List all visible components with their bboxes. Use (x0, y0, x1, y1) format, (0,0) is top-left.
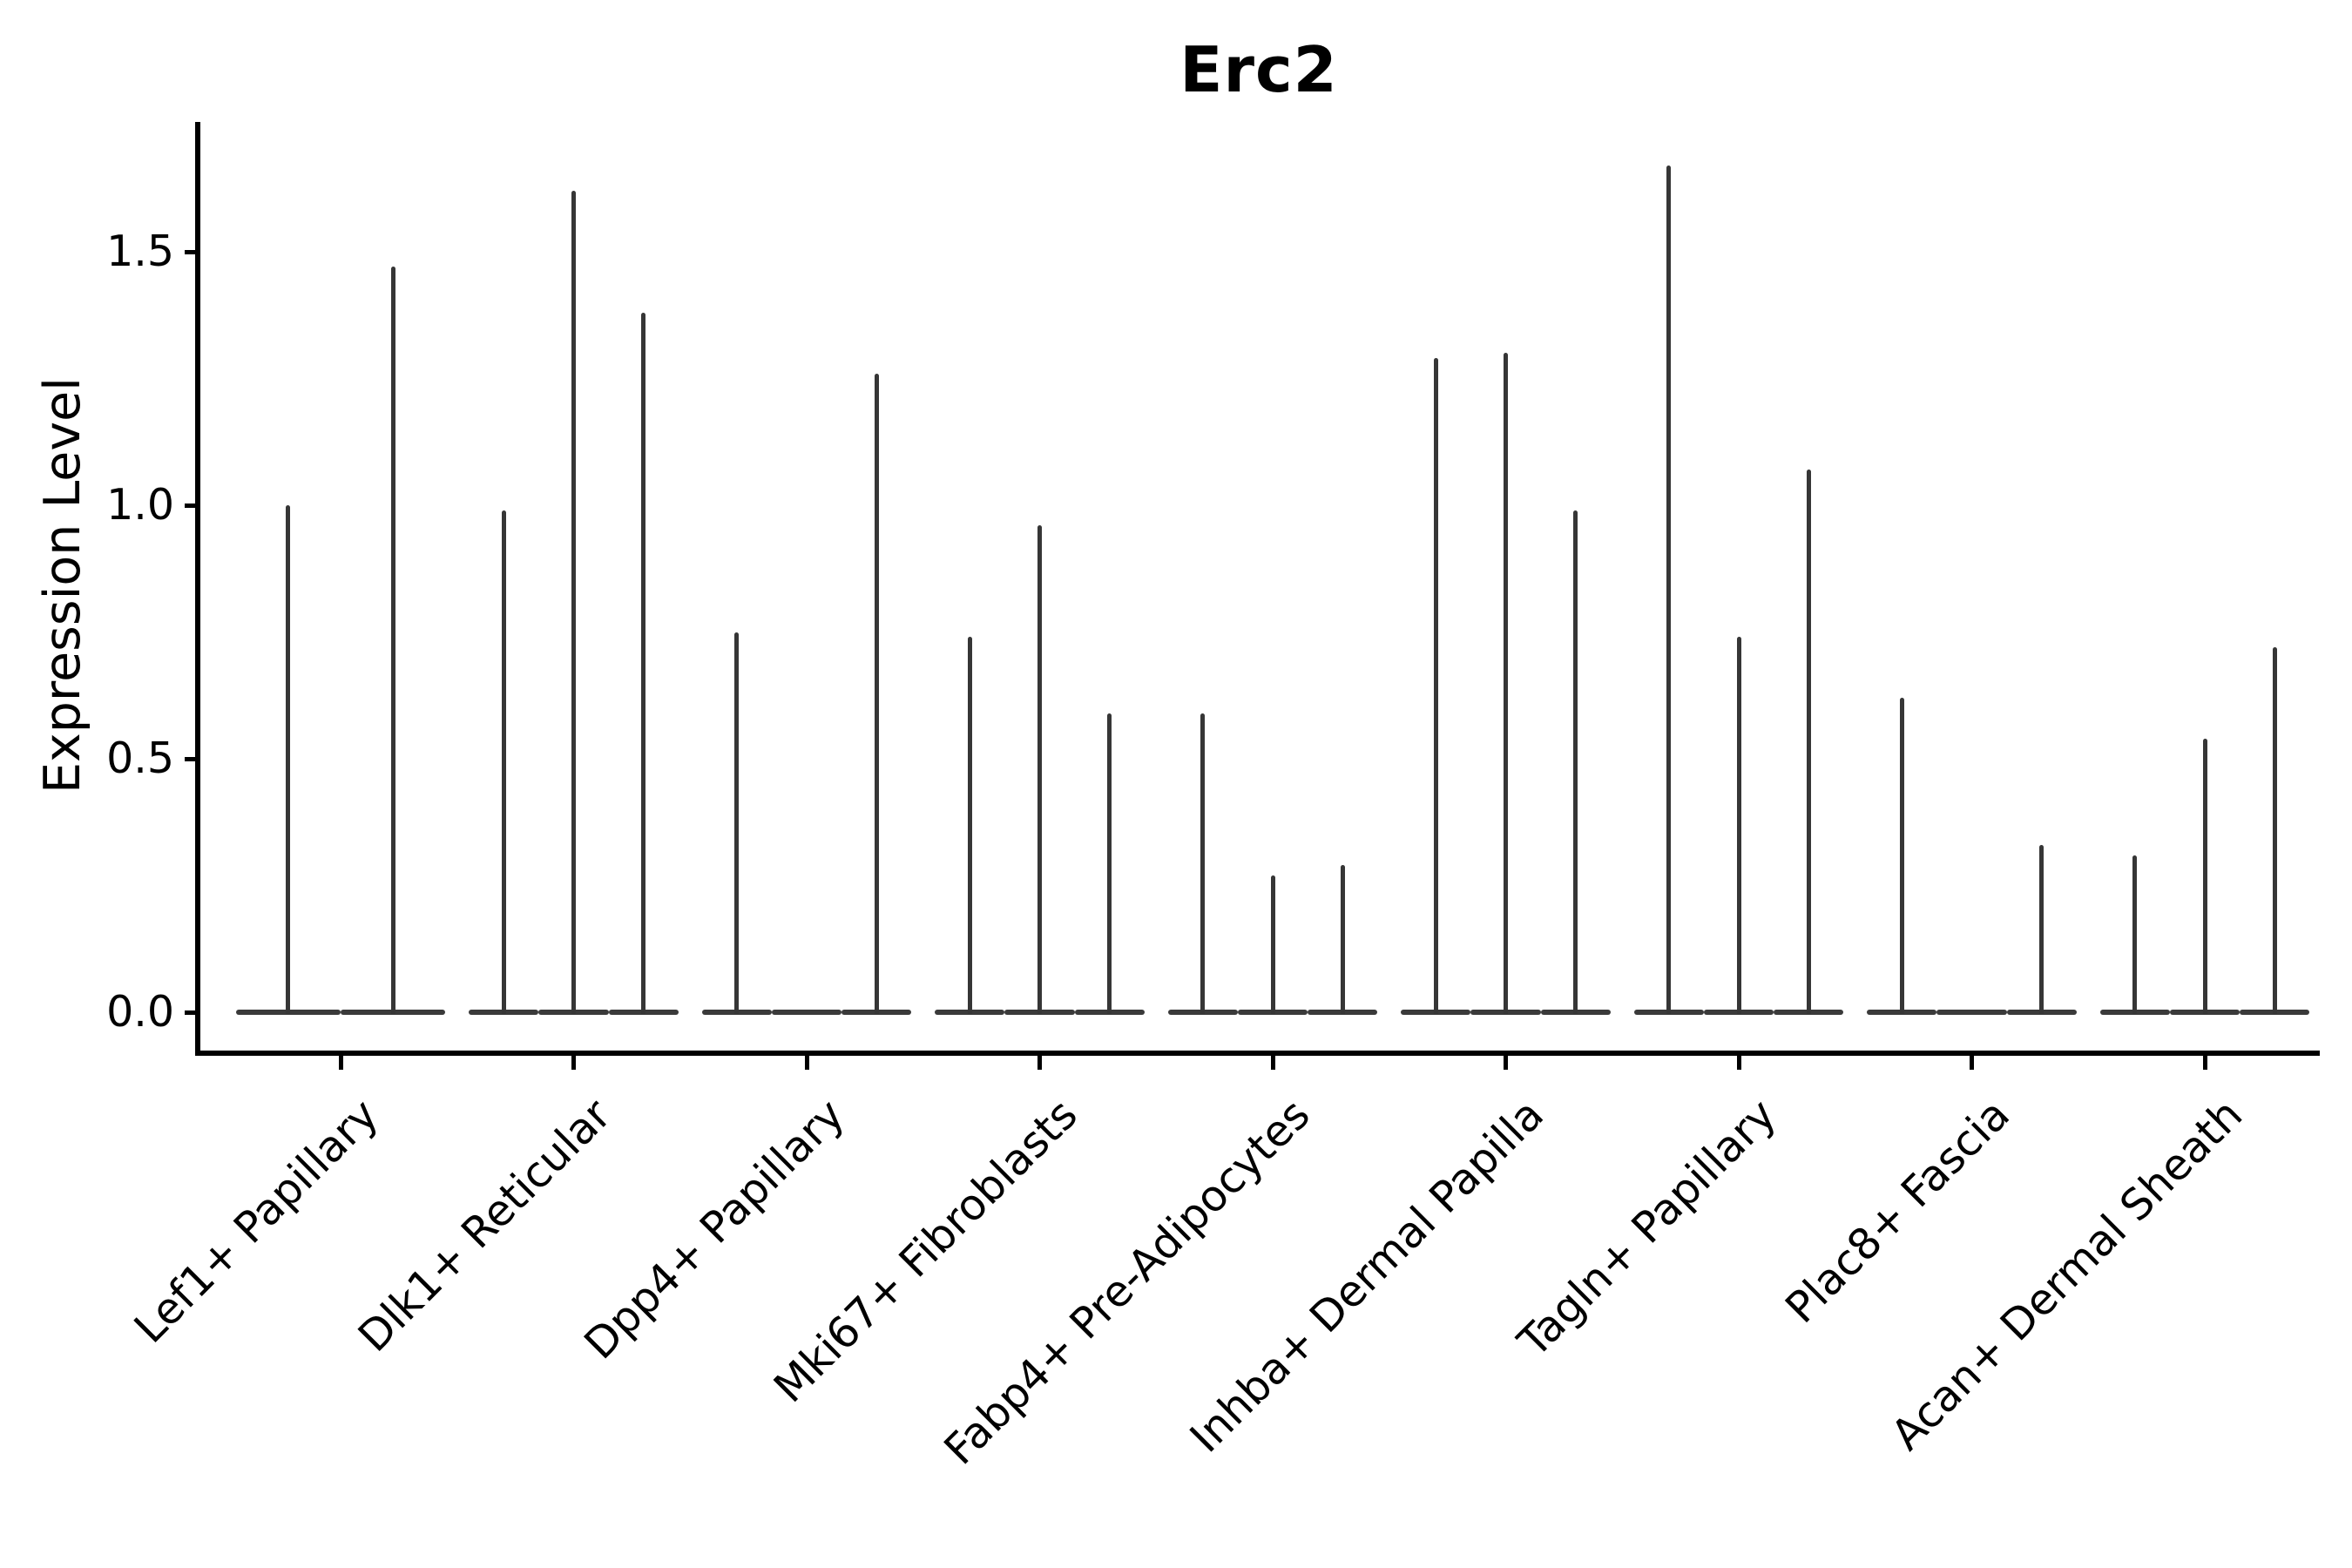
y-tick-mark (185, 1010, 198, 1015)
x-tick-label: Plac8+ Fascia (1775, 1089, 2019, 1334)
y-axis-spine (195, 122, 200, 1056)
x-tick-mark (804, 1056, 809, 1070)
x-axis-spine (195, 1051, 2320, 1056)
violin-base (1936, 1010, 2007, 1015)
y-tick-label: 0.5 (106, 733, 174, 783)
violin-spike (874, 373, 879, 1014)
violin-spike (1736, 637, 1741, 1014)
violin-spike (1899, 698, 1904, 1014)
x-tick-mark (1270, 1056, 1275, 1070)
violin-spike (571, 191, 576, 1014)
violin-spike (1107, 713, 1112, 1014)
violin-spike (1200, 713, 1206, 1014)
violin-spike (286, 505, 291, 1014)
x-tick-mark (338, 1056, 343, 1070)
x-tick-mark (2202, 1056, 2207, 1070)
chart-title: Erc2 (1179, 33, 1338, 106)
x-tick-mark (571, 1056, 576, 1070)
x-tick-label: Dlk1+ Reticular (348, 1089, 621, 1362)
violin-spike (501, 510, 506, 1014)
violin-spike (2202, 738, 2207, 1014)
violin-spike (1340, 865, 1345, 1014)
y-tick-mark (185, 249, 198, 254)
violin-spike (1270, 875, 1275, 1014)
x-tick-label: Lef1+ Papillary (125, 1089, 389, 1353)
violin-spike (1504, 353, 1508, 1014)
violin-spike (967, 637, 972, 1014)
violin-spike (1573, 510, 1578, 1014)
violin-spike (2039, 844, 2044, 1014)
x-tick-mark (1736, 1056, 1741, 1070)
y-tick-mark (185, 503, 198, 508)
violin-spike (1806, 470, 1811, 1014)
violin-spike (1666, 166, 1672, 1014)
y-tick-label: 1.5 (106, 226, 174, 276)
x-tick-mark (1504, 1056, 1508, 1070)
y-tick-label: 1.0 (106, 480, 174, 530)
violin-spike (390, 267, 395, 1014)
violin-spike (734, 632, 740, 1014)
violin-spike (641, 312, 646, 1014)
violin-base (771, 1010, 842, 1015)
violin-spike (1433, 358, 1438, 1014)
violin-spike (1037, 525, 1042, 1014)
y-tick-label: 0.0 (106, 987, 174, 1037)
y-axis-label: Expression Level (34, 377, 91, 794)
x-tick-mark (1037, 1056, 1042, 1070)
x-tick-label: Tagln+ Papillary (1509, 1089, 1787, 1367)
x-tick-mark (1970, 1056, 1974, 1070)
violin-spike (2132, 855, 2138, 1014)
y-tick-mark (185, 756, 198, 761)
violin-spike (2272, 646, 2277, 1014)
x-tick-label: Dpp4+ Papillary (574, 1089, 855, 1369)
